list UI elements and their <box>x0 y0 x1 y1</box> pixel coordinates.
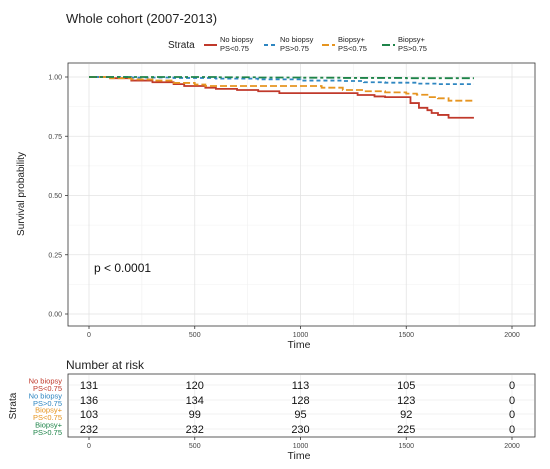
risk-row-label-line1: Biopsy+ <box>35 406 63 415</box>
risk-table-title: Number at risk <box>66 358 145 372</box>
risk-row-label-line2: PS<0.75 <box>33 413 62 422</box>
plot-panel <box>67 62 536 327</box>
y-tick-label: 0.50 <box>48 193 62 200</box>
x-tick-label: 1500 <box>398 332 414 339</box>
risk-x-tick-label: 500 <box>189 443 201 450</box>
grid <box>69 64 534 325</box>
risk-table-grid <box>69 375 534 436</box>
y-axis-label: Survival probability <box>16 152 27 236</box>
legend-label-line1: Biopsy+ <box>338 35 366 44</box>
legend-label-line2: PS<0.75 <box>220 44 249 53</box>
risk-count-cell: 225 <box>397 424 415 436</box>
p-value-annotation: p < 0.0001 <box>94 261 151 275</box>
risk-row-label-line2: PS>0.75 <box>33 399 62 408</box>
risk-count-cell: 92 <box>400 409 412 421</box>
risk-count-cell: 95 <box>294 409 306 421</box>
risk-count-cell: 123 <box>397 395 415 407</box>
risk-count-cell: 113 <box>292 380 310 392</box>
risk-row-label-line2: PS>0.75 <box>33 428 62 437</box>
risk-table-panel <box>67 373 536 438</box>
x-axis-label: Time <box>288 339 311 351</box>
risk-row-label-line1: No biopsy <box>29 392 63 401</box>
x-tick-label: 1000 <box>293 332 309 339</box>
axis-ticks: 0 500 1000 1500 2000 0.00 0.25 0.50 0.75 1.00 <box>48 75 520 340</box>
risk-count-cell: 0 <box>509 424 515 436</box>
risk-count-cell: 134 <box>186 395 204 407</box>
x-tick-label: 2000 <box>504 332 520 339</box>
risk-x-tick-label: 1000 <box>293 443 309 450</box>
y-tick-label: 0.25 <box>48 252 62 259</box>
risk-count-cell: 0 <box>509 409 515 421</box>
risk-table-x-label: Time <box>288 450 311 462</box>
legend-label-line2: PS>0.75 <box>398 44 427 53</box>
legend-label-line1: Biopsy+ <box>398 35 426 44</box>
risk-count-cell: 0 <box>509 380 515 392</box>
risk-table-ticks: 0 500 1000 1500 2000 <box>87 437 520 450</box>
legend-label-line1: No biopsy <box>280 35 314 44</box>
legend-label-line1: No biopsy <box>220 35 254 44</box>
y-tick-label: 1.00 <box>48 75 62 82</box>
y-tick-label: 0.75 <box>48 134 62 141</box>
y-tick-label: 0.00 <box>48 312 62 319</box>
survival-curves <box>89 76 474 119</box>
risk-count-cell: 103 <box>80 409 98 421</box>
risk-x-tick-label: 2000 <box>504 443 520 450</box>
risk-count-cell: 131 <box>80 380 98 392</box>
risk-row-label-line1: No biopsy <box>29 377 63 386</box>
risk-table-y-label: Strata <box>8 392 19 419</box>
survival-curve-2 <box>89 76 474 86</box>
survival-curve-4 <box>89 76 474 80</box>
risk-count-cell: 105 <box>397 380 415 392</box>
risk-count-cell: 0 <box>509 395 515 407</box>
risk-count-cell: 232 <box>186 424 204 436</box>
risk-x-tick-label: 1500 <box>398 443 414 450</box>
x-tick-label: 500 <box>189 332 201 339</box>
x-tick-label: 0 <box>87 332 91 339</box>
risk-row-label-line2: PS<0.75 <box>33 384 62 393</box>
risk-count-cell: 230 <box>291 424 309 436</box>
risk-x-tick-label: 0 <box>87 443 91 450</box>
risk-count-cell: 136 <box>80 395 98 407</box>
survival-curve-3 <box>89 76 474 102</box>
risk-count-cell: 128 <box>291 395 309 407</box>
legend-label-line2: PS<0.75 <box>338 44 367 53</box>
risk-count-cell: 232 <box>80 424 98 436</box>
legend-title: Strata <box>168 40 195 51</box>
chart-title: Whole cohort (2007-2013) <box>66 11 217 26</box>
risk-count-cell: 120 <box>186 380 204 392</box>
legend-label-line2: PS>0.75 <box>280 44 309 53</box>
risk-row-label-line1: Biopsy+ <box>35 421 63 430</box>
risk-count-cell: 99 <box>189 409 201 421</box>
